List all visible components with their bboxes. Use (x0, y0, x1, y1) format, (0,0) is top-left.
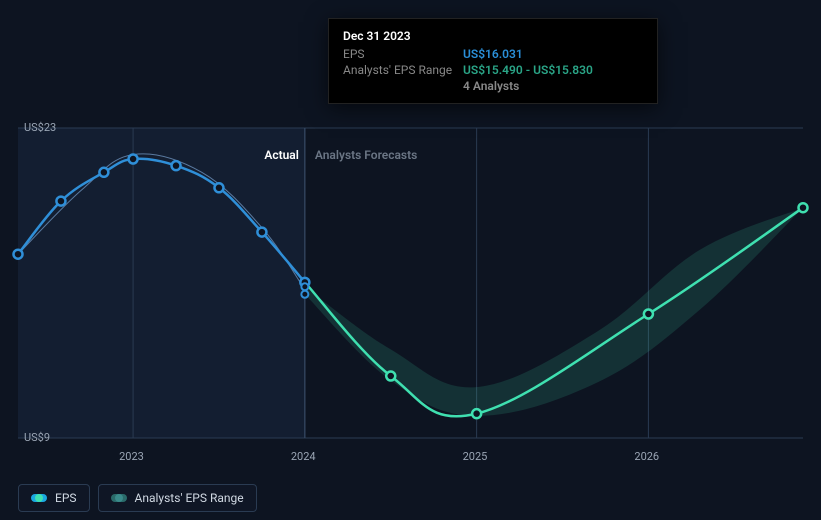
x-axis-label: 2024 (291, 450, 316, 463)
eps-forecast-chart: { "chart": { "type": "line-with-band", "… (0, 0, 821, 520)
tooltip-eps-label: EPS (343, 47, 463, 61)
x-axis-label: 2023 (119, 450, 144, 463)
forecast-region-label: Analysts Forecasts (315, 148, 417, 162)
tooltip-range-label: Analysts' EPS Range (343, 63, 463, 77)
tooltip-date: Dec 31 2023 (343, 29, 643, 43)
y-axis-label-top: US$23 (24, 121, 56, 134)
tooltip-eps-value: US$16.031 (463, 47, 523, 61)
chart-legend: EPS Analysts' EPS Range (18, 484, 257, 512)
chart-tooltip: Dec 31 2023 EPS US$16.031 Analysts' EPS … (328, 18, 658, 104)
x-axis-label: 2026 (634, 450, 659, 463)
tooltip-range-value: US$15.490 - US$15.830 (463, 63, 593, 77)
legend-swatch-icon (111, 494, 127, 502)
legend-item-eps-range[interactable]: Analysts' EPS Range (98, 484, 257, 512)
legend-swatch-icon (31, 494, 47, 502)
tooltip-analyst-count: 4 Analysts (463, 79, 643, 93)
legend-item-label: Analysts' EPS Range (135, 491, 244, 505)
actual-region-label: Actual (264, 148, 299, 162)
legend-item-eps[interactable]: EPS (18, 484, 90, 512)
legend-item-label: EPS (55, 491, 77, 505)
y-axis-label-bottom: US$9 (24, 431, 50, 444)
x-axis-label: 2025 (463, 450, 488, 463)
